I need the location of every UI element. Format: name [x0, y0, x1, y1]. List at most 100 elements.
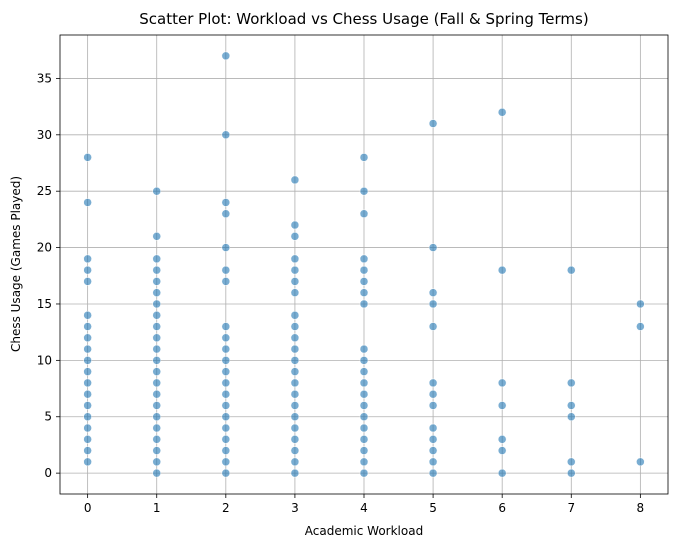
data-point [152, 265, 161, 275]
data-point [152, 344, 161, 354]
data-point [290, 265, 300, 275]
data-point [567, 401, 576, 410]
data-point [290, 277, 300, 286]
data-point [497, 401, 507, 410]
data-point [359, 412, 369, 421]
data-point [83, 401, 92, 410]
data-point [359, 265, 369, 275]
data-point [83, 389, 92, 399]
data-point [290, 333, 300, 343]
data-point [428, 299, 438, 309]
data-point [152, 468, 161, 478]
y-tick-label: 15 [37, 297, 52, 311]
data-point [83, 310, 92, 320]
data-point [152, 378, 161, 388]
data-point [83, 277, 92, 286]
data-point [221, 412, 231, 421]
x-tick-label: 4 [360, 501, 368, 515]
data-point [290, 254, 300, 264]
y-tick-label: 0 [44, 466, 52, 480]
data-point [152, 412, 161, 421]
data-point [359, 389, 369, 399]
data-point [83, 412, 92, 421]
y-tick-label: 5 [44, 410, 52, 424]
data-point [359, 378, 369, 388]
data-point [428, 401, 438, 410]
data-point [83, 435, 92, 444]
data-point [428, 435, 438, 444]
data-point [83, 153, 92, 162]
data-point [290, 446, 300, 455]
data-point [221, 367, 231, 376]
data-point [83, 356, 92, 365]
data-point [359, 468, 369, 478]
data-point [359, 435, 369, 444]
data-point [428, 423, 438, 433]
data-point [359, 299, 369, 309]
data-point [359, 277, 369, 286]
data-point [290, 232, 300, 241]
data-point [497, 468, 507, 478]
data-point [152, 446, 161, 455]
data-point [290, 457, 300, 467]
data-point [290, 288, 300, 297]
data-point [290, 356, 300, 365]
data-point [497, 446, 507, 455]
data-point [497, 378, 507, 388]
data-point [428, 457, 438, 467]
y-axis-label: Chess Usage (Games Played) [9, 176, 23, 352]
data-point [290, 435, 300, 444]
data-point [290, 367, 300, 376]
data-point [290, 378, 300, 388]
data-point [152, 423, 161, 433]
data-point [221, 265, 231, 275]
data-point [359, 457, 369, 467]
data-point [290, 310, 300, 320]
data-point [290, 389, 300, 399]
data-point [83, 367, 92, 376]
data-point [428, 288, 438, 297]
data-point [152, 401, 161, 410]
data-point [290, 175, 300, 185]
data-point [359, 356, 369, 365]
data-point [290, 401, 300, 410]
data-point [567, 412, 576, 421]
data-point [359, 186, 369, 196]
data-point [636, 457, 645, 467]
data-point [221, 435, 231, 444]
data-point [221, 468, 231, 478]
data-point [428, 378, 438, 388]
y-tick-label: 20 [37, 241, 52, 255]
data-point [290, 412, 300, 421]
data-point [221, 401, 231, 410]
data-point [221, 446, 231, 455]
data-point [83, 333, 92, 343]
data-point [428, 322, 438, 331]
data-point [221, 322, 231, 331]
data-point [221, 356, 231, 365]
data-point [152, 435, 161, 444]
data-point [221, 130, 231, 140]
data-point [83, 322, 92, 331]
x-axis-label: Academic Workload [305, 524, 423, 538]
data-point [359, 153, 369, 162]
data-point [152, 322, 161, 331]
data-point [152, 288, 161, 297]
x-tick-label: 7 [567, 501, 575, 515]
data-point [152, 254, 161, 264]
data-point [152, 310, 161, 320]
x-tick-label: 6 [498, 501, 506, 515]
data-point [221, 277, 231, 286]
data-point [221, 344, 231, 354]
data-point [359, 254, 369, 264]
data-point [221, 378, 231, 388]
data-point [567, 457, 576, 467]
data-point [152, 186, 161, 196]
data-point [497, 265, 507, 275]
data-point [152, 367, 161, 376]
chart-title: Scatter Plot: Workload vs Chess Usage (F… [139, 10, 588, 28]
data-point [221, 209, 231, 219]
data-point [428, 389, 438, 399]
data-point [152, 457, 161, 467]
